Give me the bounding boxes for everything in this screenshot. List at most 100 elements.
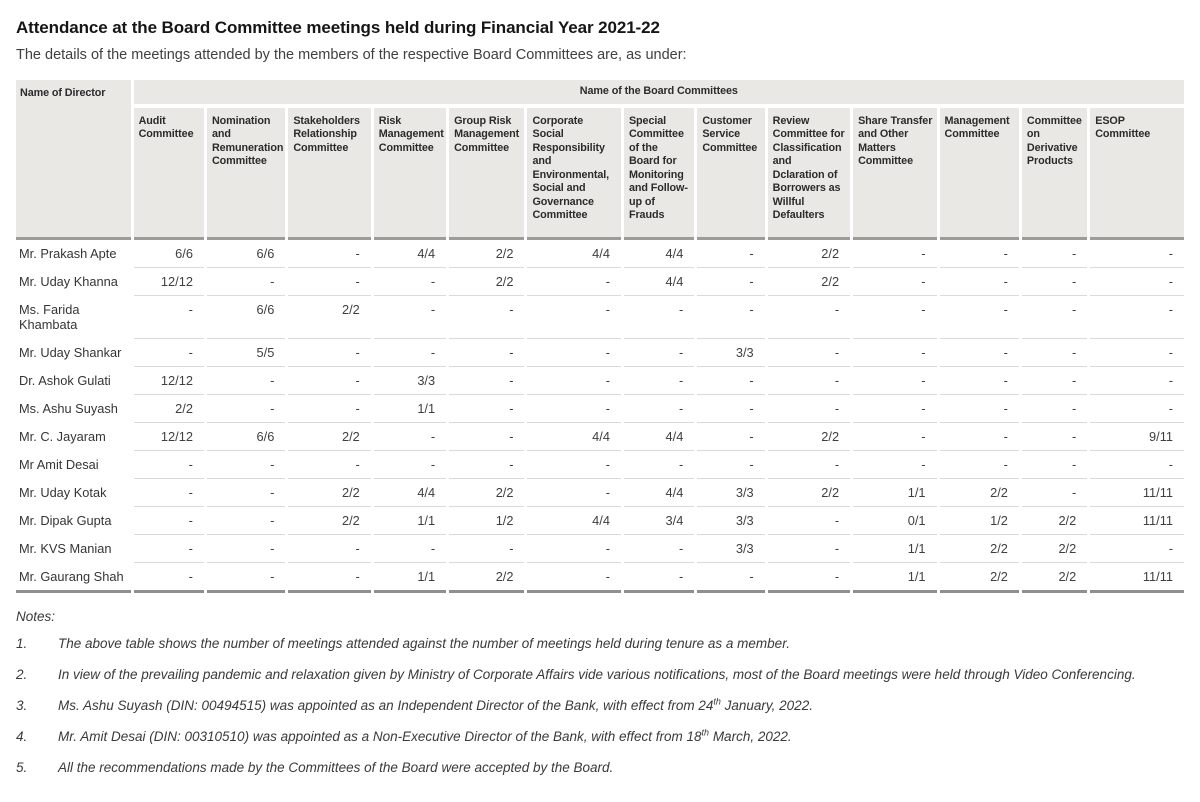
attendance-cell: - <box>133 296 204 339</box>
note-item: 2. In view of the prevailing pandemic and… <box>16 665 1182 686</box>
committee-header: Special Committee of the Board for Monit… <box>623 108 695 240</box>
attendance-cell: - <box>767 395 851 423</box>
attendance-cell: 12/12 <box>133 268 204 296</box>
director-name-cell: Ms. Farida Khambata <box>19 302 80 332</box>
attendance-cell: - <box>697 395 765 423</box>
attendance-cell: - <box>206 395 286 423</box>
committee-header: Corporate Social Responsibility and Envi… <box>527 108 621 240</box>
note-text: Ms. Ashu Suyash (DIN: 00494515) was appo… <box>58 696 813 713</box>
attendance-cell: 2/2 <box>1021 535 1088 563</box>
attendance-cell: 11/11 <box>1090 507 1184 535</box>
attendance-cell: 2/2 <box>939 535 1019 563</box>
note-text: The above table shows the number of meet… <box>58 636 790 651</box>
attendance-cell: - <box>449 395 525 423</box>
attendance-cell: 4/4 <box>373 479 447 507</box>
committee-header: Stakeholders Relationship Committee <box>288 108 371 240</box>
director-name-cell: Mr. Uday Khanna <box>19 274 118 289</box>
director-name-cell: Mr. Uday Kotak <box>19 485 107 500</box>
attendance-cell: - <box>206 451 286 479</box>
attendance-cell: 11/11 <box>1090 563 1184 593</box>
attendance-cell: 2/2 <box>288 423 371 451</box>
attendance-cell: - <box>206 563 286 593</box>
attendance-cell: - <box>133 339 204 367</box>
attendance-cell: 1/1 <box>853 535 937 563</box>
attendance-cell: - <box>133 535 204 563</box>
director-name-cell: Mr. Dipak Gupta <box>19 513 112 528</box>
attendance-cell: 4/4 <box>623 479 695 507</box>
director-name-cell: Mr Amit Desai <box>19 457 99 472</box>
attendance-cell: 1/1 <box>853 563 937 593</box>
attendance-cell: 4/4 <box>623 268 695 296</box>
attendance-cell: - <box>623 395 695 423</box>
attendance-cell: 4/4 <box>623 240 695 268</box>
attendance-cell: 1/2 <box>449 507 525 535</box>
attendance-cell: 1/1 <box>373 563 447 593</box>
attendance-cell: - <box>373 423 447 451</box>
attendance-cell: 2/2 <box>1021 563 1088 593</box>
note-item: 3. Ms. Ashu Suyash (DIN: 00494515) was ap… <box>16 696 1182 717</box>
attendance-cell: - <box>939 367 1019 395</box>
attendance-cell: 2/2 <box>939 479 1019 507</box>
attendance-cell: - <box>623 535 695 563</box>
attendance-cell: - <box>623 451 695 479</box>
attendance-cell: - <box>206 367 286 395</box>
attendance-cell: 2/2 <box>767 240 851 268</box>
attendance-cell: 2/2 <box>288 296 371 339</box>
attendance-cell: 2/2 <box>1021 507 1088 535</box>
attendance-cell: - <box>853 240 937 268</box>
attendance-cell: 2/2 <box>449 240 525 268</box>
attendance-cell: - <box>697 296 765 339</box>
attendance-cell: - <box>697 240 765 268</box>
attendance-cell: - <box>527 535 621 563</box>
committee-header: Nomination and Remuneration Committee <box>206 108 286 240</box>
attendance-cell: - <box>767 507 851 535</box>
attendance-cell: - <box>373 535 447 563</box>
attendance-cell: - <box>288 240 371 268</box>
attendance-cell: - <box>449 296 525 339</box>
attendance-cell: - <box>527 479 621 507</box>
attendance-cell: - <box>527 451 621 479</box>
attendance-cell: - <box>206 535 286 563</box>
committee-header: Committee on Derivative Products <box>1021 108 1088 240</box>
attendance-cell: 2/2 <box>288 479 371 507</box>
notes-list: 1. The above table shows the number of me… <box>16 634 1182 779</box>
committee-header: Review Committee for Classification and … <box>767 108 851 240</box>
director-name-cell: Dr. Ashok Gulati <box>19 373 111 388</box>
attendance-cell: - <box>288 268 371 296</box>
attendance-cell: - <box>373 339 447 367</box>
attendance-cell: - <box>288 339 371 367</box>
attendance-cell: - <box>1021 339 1088 367</box>
attendance-cell: - <box>288 563 371 593</box>
committee-header: Share Transfer and Other Matters Committ… <box>853 108 937 240</box>
attendance-cell: - <box>1090 395 1184 423</box>
attendance-cell: - <box>1021 367 1088 395</box>
note-text: All the recommendations made by the Comm… <box>58 759 614 775</box>
attendance-cell: 3/3 <box>697 535 765 563</box>
note-number: 3. <box>16 697 28 713</box>
attendance-cell: - <box>1090 240 1184 268</box>
attendance-cell: - <box>1021 423 1088 451</box>
attendance-cell: - <box>853 268 937 296</box>
note-item: 1. The above table shows the number of me… <box>16 634 1182 655</box>
attendance-cell: - <box>373 296 447 339</box>
attendance-cell: - <box>1090 535 1184 563</box>
note-text: In view of the prevailing pandemic and r… <box>58 666 1136 682</box>
page-subtitle: The details of the meetings attended by … <box>16 47 687 63</box>
attendance-cell: - <box>206 268 286 296</box>
table-row: Mr. Uday Shankar -5/5- - - - -3/3- - - - - <box>16 339 1184 367</box>
note-item: 5. All the recommendations made by the Co… <box>16 758 1182 779</box>
table-header-row-committees: Audit Committee Nomination and Remunerati… <box>16 108 1184 240</box>
attendance-cell: - <box>623 339 695 367</box>
director-name-cell: Ms. Ashu Suyash <box>19 401 118 416</box>
attendance-cell: - <box>1090 296 1184 339</box>
table-row: Ms. Farida Khambata -6/6 2/2- - - - - - - - - - <box>16 296 1184 339</box>
attendance-cell: - <box>767 367 851 395</box>
attendance-cell: - <box>1090 367 1184 395</box>
attendance-cell: - <box>1021 479 1088 507</box>
attendance-cell: - <box>1021 296 1088 339</box>
attendance-cell: - <box>939 268 1019 296</box>
attendance-cell: - <box>697 451 765 479</box>
attendance-cell: 4/4 <box>623 423 695 451</box>
attendance-cell: - <box>623 296 695 339</box>
attendance-cell: 2/2 <box>939 563 1019 593</box>
